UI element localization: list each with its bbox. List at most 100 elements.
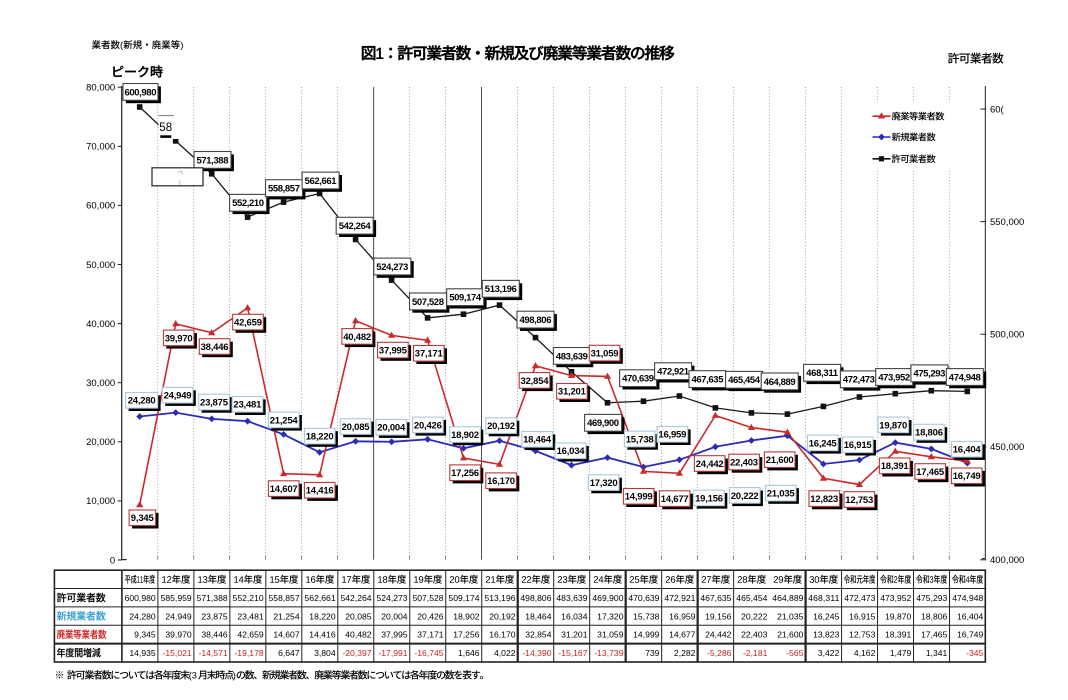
svg-text:14,416: 14,416 <box>309 630 336 640</box>
svg-text:20,426: 20,426 <box>414 420 442 431</box>
svg-text:16,915: 16,915 <box>849 611 876 621</box>
svg-text:17,320: 17,320 <box>590 478 618 489</box>
svg-text:16,034: 16,034 <box>557 446 586 457</box>
svg-text:469,900: 469,900 <box>587 418 619 429</box>
svg-text:31,201: 31,201 <box>561 630 588 640</box>
svg-text:20,192: 20,192 <box>487 421 515 432</box>
svg-text:14,677: 14,677 <box>669 630 696 640</box>
svg-text:9,345: 9,345 <box>131 513 155 524</box>
svg-text:0: 0 <box>110 555 115 566</box>
svg-text:-16,745: -16,745 <box>414 648 443 658</box>
svg-text:21,035: 21,035 <box>777 611 804 621</box>
svg-text:464,889: 464,889 <box>764 377 796 388</box>
svg-text:12,823: 12,823 <box>810 494 838 505</box>
svg-text:42,659: 42,659 <box>234 318 262 329</box>
svg-text:20,000: 20,000 <box>86 437 115 448</box>
svg-text:17,320: 17,320 <box>597 611 624 621</box>
svg-text:552,210: 552,210 <box>233 593 264 603</box>
svg-text:20,085: 20,085 <box>342 422 371 433</box>
svg-text:470,639: 470,639 <box>622 374 654 385</box>
svg-text:21,035: 21,035 <box>767 489 796 500</box>
svg-text:14,999: 14,999 <box>625 492 653 503</box>
svg-text:): ) <box>233 671 236 681</box>
svg-text:38,446: 38,446 <box>201 342 229 353</box>
svg-text:571,388: 571,388 <box>197 593 228 603</box>
svg-text:32,854: 32,854 <box>521 376 550 387</box>
svg-text:37,995: 37,995 <box>379 346 408 357</box>
svg-text:468,311: 468,311 <box>808 593 839 603</box>
svg-text:18,902: 18,902 <box>453 611 480 621</box>
svg-text:585,959: 585,959 <box>161 593 192 603</box>
svg-text:21,254: 21,254 <box>270 415 299 426</box>
svg-text:23,481: 23,481 <box>237 611 264 621</box>
svg-text:18,902: 18,902 <box>451 430 479 441</box>
svg-text:14,677: 14,677 <box>661 494 689 505</box>
svg-text:2,282: 2,282 <box>674 648 696 658</box>
svg-text:473,952: 473,952 <box>880 593 911 603</box>
svg-text:38,446: 38,446 <box>201 630 228 640</box>
svg-text:16,959: 16,959 <box>669 611 696 621</box>
svg-text:16,915: 16,915 <box>844 440 873 451</box>
svg-text:18,220: 18,220 <box>309 611 336 621</box>
svg-text:12,753: 12,753 <box>849 630 876 640</box>
svg-text:558,857: 558,857 <box>269 593 300 603</box>
svg-text:473,952: 473,952 <box>878 372 910 383</box>
svg-text:483,639: 483,639 <box>556 351 588 362</box>
svg-text:467,635: 467,635 <box>692 375 725 386</box>
svg-text:60,000: 60,000 <box>86 201 115 212</box>
svg-text:739: 739 <box>645 648 660 658</box>
svg-text:16,034: 16,034 <box>561 611 588 621</box>
svg-text:19,156: 19,156 <box>705 611 732 621</box>
svg-text:524,273: 524,273 <box>376 262 408 273</box>
svg-text:19,870: 19,870 <box>885 611 912 621</box>
svg-text:14,999: 14,999 <box>633 630 660 640</box>
svg-text:31,201: 31,201 <box>558 387 587 398</box>
svg-text:474,948: 474,948 <box>952 593 983 603</box>
svg-text:37,171: 37,171 <box>415 349 444 360</box>
svg-text:19,156: 19,156 <box>695 493 723 504</box>
svg-text:10,000: 10,000 <box>86 496 115 507</box>
svg-text:15,738: 15,738 <box>633 611 660 621</box>
svg-text:13,823: 13,823 <box>813 630 840 640</box>
svg-text:3,422: 3,422 <box>818 648 840 658</box>
svg-text:465,454: 465,454 <box>736 593 767 603</box>
svg-text:465,454: 465,454 <box>728 375 761 386</box>
svg-text:24,442: 24,442 <box>705 630 732 640</box>
svg-text:30,000: 30,000 <box>86 378 115 389</box>
svg-text:14,607: 14,607 <box>273 630 300 640</box>
svg-text:20,004: 20,004 <box>381 611 408 621</box>
svg-text:472,473: 472,473 <box>843 375 875 386</box>
svg-text:600,980: 600,980 <box>125 87 157 98</box>
svg-text:600,980: 600,980 <box>125 593 156 603</box>
svg-text:40,000: 40,000 <box>86 319 115 330</box>
svg-text:474,948: 474,948 <box>949 372 981 383</box>
svg-text:21,600: 21,600 <box>766 455 794 466</box>
svg-text:80,000: 80,000 <box>86 83 115 94</box>
svg-text:-15,021: -15,021 <box>162 648 191 658</box>
svg-text:21,254: 21,254 <box>273 611 300 621</box>
svg-text:32,854: 32,854 <box>525 630 552 640</box>
svg-text:509,174: 509,174 <box>449 293 482 304</box>
svg-text:3,804: 3,804 <box>314 648 336 658</box>
svg-text:16,245: 16,245 <box>813 611 840 621</box>
svg-text:468,311: 468,311 <box>806 368 839 379</box>
svg-text:18,464: 18,464 <box>523 435 552 446</box>
svg-text:22,403: 22,403 <box>741 630 768 640</box>
svg-text:20,085: 20,085 <box>345 611 372 621</box>
svg-text:507,528: 507,528 <box>412 593 443 603</box>
svg-text:16,170: 16,170 <box>489 630 516 640</box>
svg-text:17,465: 17,465 <box>921 630 948 640</box>
svg-text:1,341: 1,341 <box>926 648 948 658</box>
svg-text:23,481: 23,481 <box>233 400 262 411</box>
svg-text:70,000: 70,000 <box>86 142 115 153</box>
svg-text:500,000: 500,000 <box>990 330 1024 341</box>
svg-text:14,607: 14,607 <box>270 484 298 495</box>
svg-text:37,171: 37,171 <box>417 630 444 640</box>
svg-text:-2,181: -2,181 <box>743 648 768 658</box>
svg-text:550,000: 550,000 <box>990 217 1024 228</box>
svg-text:542,264: 542,264 <box>340 593 371 603</box>
svg-text:12,753: 12,753 <box>845 495 873 506</box>
svg-text:513,196: 513,196 <box>485 284 517 295</box>
svg-text:17,256: 17,256 <box>451 468 479 479</box>
svg-text:542,264: 542,264 <box>339 221 372 232</box>
